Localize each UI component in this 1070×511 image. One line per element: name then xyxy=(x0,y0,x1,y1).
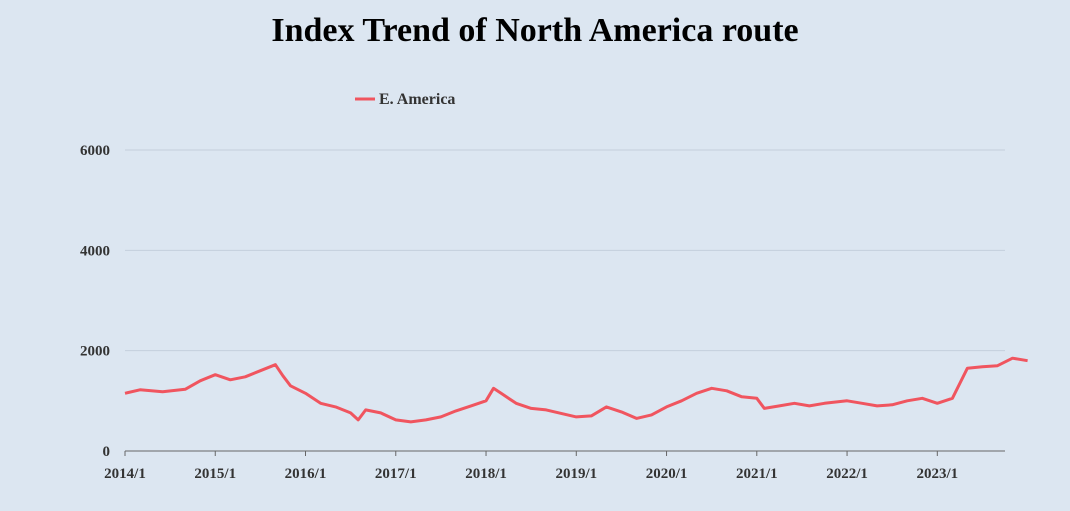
x-tick-label: 2022/1 xyxy=(826,466,868,482)
x-tick-label: 2021/1 xyxy=(736,466,778,482)
legend-label-0: E. America xyxy=(379,91,455,108)
x-tick-label: 2016/1 xyxy=(285,466,327,482)
y-tick-label: 4000 xyxy=(80,243,110,259)
x-tick-label: 2014/1 xyxy=(104,466,146,482)
x-tick-label: 2023/1 xyxy=(916,466,958,482)
x-tick-label: 2020/1 xyxy=(646,466,688,482)
x-tick-label: 2019/1 xyxy=(555,466,597,482)
x-tick-label: 2015/1 xyxy=(194,466,236,482)
chart-title: Index Trend of North America route xyxy=(271,12,799,49)
y-tick-label: 6000 xyxy=(80,143,110,159)
y-tick-label: 0 xyxy=(103,444,111,460)
series-line-0 xyxy=(124,356,1028,424)
y-tick-label: 2000 xyxy=(80,344,110,360)
x-tick-label: 2018/1 xyxy=(465,466,507,482)
x-tick-label: 2017/1 xyxy=(375,466,417,482)
